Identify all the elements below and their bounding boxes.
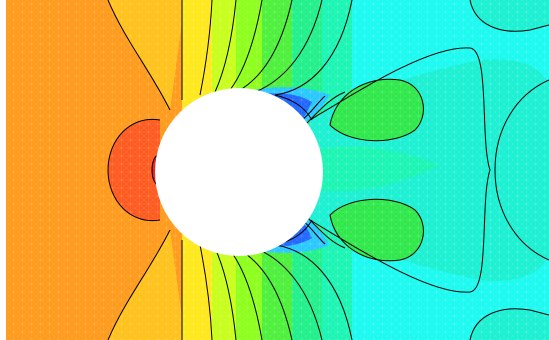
contour-line: [274, 219, 353, 340]
cylinder-obstacle: [155, 88, 323, 256]
contour-line: [254, 247, 323, 340]
contour-line: [329, 198, 424, 262]
contour-line: [304, 91, 346, 126]
contour-line: [494, 79, 549, 261]
contour-line: [229, 0, 263, 91]
contour-line: [309, 47, 491, 293]
contour-line: [214, 247, 237, 340]
contour-line: [469, 0, 549, 32]
contour-line: [301, 95, 326, 121]
contour-line: [229, 249, 263, 340]
contour-line: [107, 0, 171, 111]
contour-line: [274, 0, 353, 121]
contour-line: [254, 0, 323, 93]
contour-line: [239, 0, 293, 91]
contour-line: [199, 0, 213, 96]
contour-line: [107, 229, 171, 340]
contour-line: [469, 308, 549, 340]
contour-line: [214, 0, 237, 93]
contour-line: [107, 118, 161, 222]
contour-line: [199, 244, 213, 340]
contour-line: [329, 78, 424, 142]
